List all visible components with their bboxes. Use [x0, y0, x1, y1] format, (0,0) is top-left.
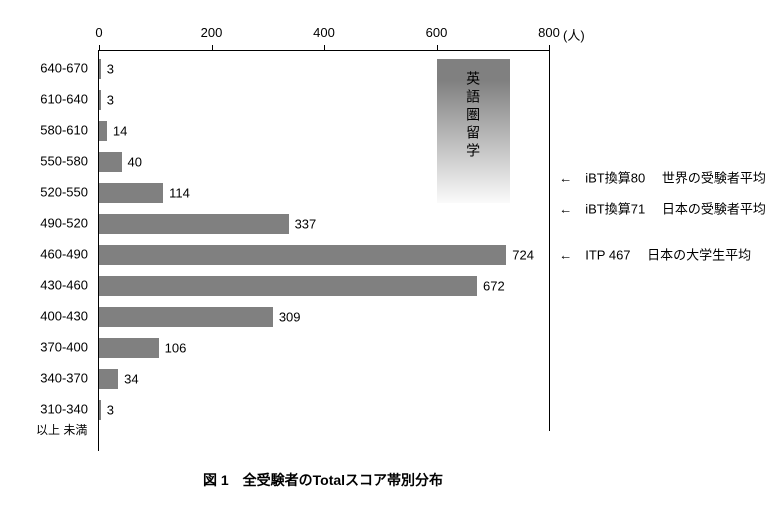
x-tick — [437, 45, 438, 51]
bar — [99, 369, 118, 389]
bar — [99, 214, 289, 234]
highlight-range-label: 英語圏留学 — [463, 71, 483, 161]
y-category-label: 400-430 — [40, 309, 88, 324]
x-tick-label: 800 — [538, 25, 560, 40]
bar — [99, 121, 107, 141]
bar — [99, 338, 159, 358]
bar — [99, 245, 506, 265]
bar — [99, 400, 101, 420]
bar-value-label: 40 — [128, 155, 142, 170]
y-category-label: 340-370 — [40, 371, 88, 386]
y-category-label: 370-400 — [40, 340, 88, 355]
y-sublabel: 以上 未満 — [36, 421, 87, 438]
y-category-label: 430-460 — [40, 278, 88, 293]
bar-value-label: 309 — [279, 310, 301, 325]
bar — [99, 183, 163, 203]
y-category-label: 520-550 — [40, 185, 88, 200]
annotation: ← iBT換算71 日本の受験者平均 — [559, 198, 766, 217]
bar — [99, 307, 273, 327]
bar-value-label: 106 — [165, 341, 187, 356]
x-tick — [324, 45, 325, 51]
highlight-range-box: 英語圏留学 — [437, 59, 510, 203]
x-tick — [212, 45, 213, 51]
x-tick-label: 200 — [201, 25, 223, 40]
bar-value-label: 3 — [107, 93, 114, 108]
bar — [99, 152, 122, 172]
bar — [99, 276, 477, 296]
x-tick-label: 600 — [426, 25, 448, 40]
bar-value-label: 3 — [107, 62, 114, 77]
annotation: ← ITP 467 日本の大学生平均 — [559, 245, 751, 264]
bar-value-label: 14 — [113, 124, 127, 139]
y-category-label: 460-490 — [40, 247, 88, 262]
chart-container: 0 200 400 600 800(人) 英語圏留学 3 3 14 40 114 337 724 672 3… — [20, 20, 749, 493]
bar-value-label: 724 — [512, 248, 534, 263]
plot-area: 0200400600800(人)英語圏留学3314401143377246723… — [98, 50, 549, 451]
x-tick-label: 400 — [313, 25, 335, 40]
figure-caption: 図 1 全受験者のTotalスコア帯別分布 — [203, 470, 443, 490]
y-category-label: 580-610 — [40, 123, 88, 138]
bar-value-label: 34 — [124, 372, 138, 387]
bar-value-label: 337 — [295, 217, 317, 232]
bar-value-label: 114 — [169, 186, 190, 201]
bar-value-label: 672 — [483, 279, 505, 294]
y-category-label: 490-520 — [40, 216, 88, 231]
x-unit-label: (人) — [563, 25, 585, 44]
x-tick — [99, 45, 100, 51]
annotation: ← iBT換算80 世界の受験者平均 — [559, 167, 766, 186]
y-category-label: 640-670 — [40, 61, 88, 76]
bar — [99, 90, 101, 110]
bar — [99, 59, 101, 79]
bar-value-label: 3 — [107, 403, 114, 418]
x-end-tick — [549, 51, 550, 431]
y-category-label: 550-580 — [40, 154, 88, 169]
y-category-label: 610-640 — [40, 92, 88, 107]
x-tick-label: 0 — [95, 25, 102, 40]
y-category-label: 310-340 — [40, 402, 88, 417]
